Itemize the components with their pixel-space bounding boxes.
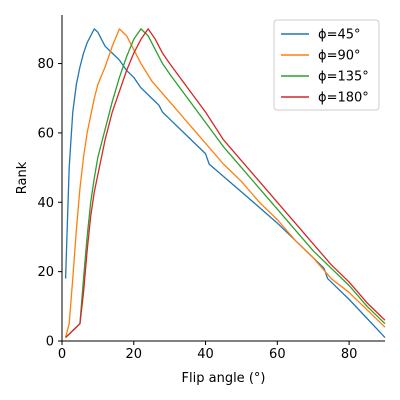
y-axis-label: Rank (15, 161, 30, 194)
y-tick-label: 0 (46, 335, 54, 350)
y-tick-label: 40 (37, 196, 54, 211)
x-tick-label: 40 (197, 347, 214, 362)
plot-area (64, 28, 386, 338)
series-line-2 (64, 28, 386, 338)
x-tick-label: 20 (126, 347, 143, 362)
x-tick-label: 0 (58, 347, 66, 362)
series-line-1 (64, 28, 386, 338)
series-line-3 (65, 28, 386, 338)
legend-entry-label: ϕ=180° (318, 91, 369, 106)
axes (61, 15, 385, 342)
y-axis-ticks: 0 20 40 60 80 (37, 57, 62, 350)
legend-entry-label: ϕ=90° (318, 49, 361, 64)
legend: ϕ=45° ϕ=90° ϕ=135° ϕ=180° (273, 19, 380, 111)
x-tick-label: 80 (341, 347, 358, 362)
legend-entry-label: ϕ=45° (318, 28, 361, 43)
y-tick-label: 60 (37, 126, 54, 141)
x-axis-label: Flip angle (°) (182, 371, 266, 386)
series-line-4 (65, 28, 386, 338)
legend-box (273, 19, 380, 111)
x-axis-ticks: 0 20 40 60 80 (58, 341, 358, 362)
legend-entry-label: ϕ=135° (318, 70, 369, 85)
y-tick-label: 80 (37, 57, 54, 72)
y-tick-label: 20 (37, 265, 54, 280)
x-tick-label: 60 (269, 347, 286, 362)
